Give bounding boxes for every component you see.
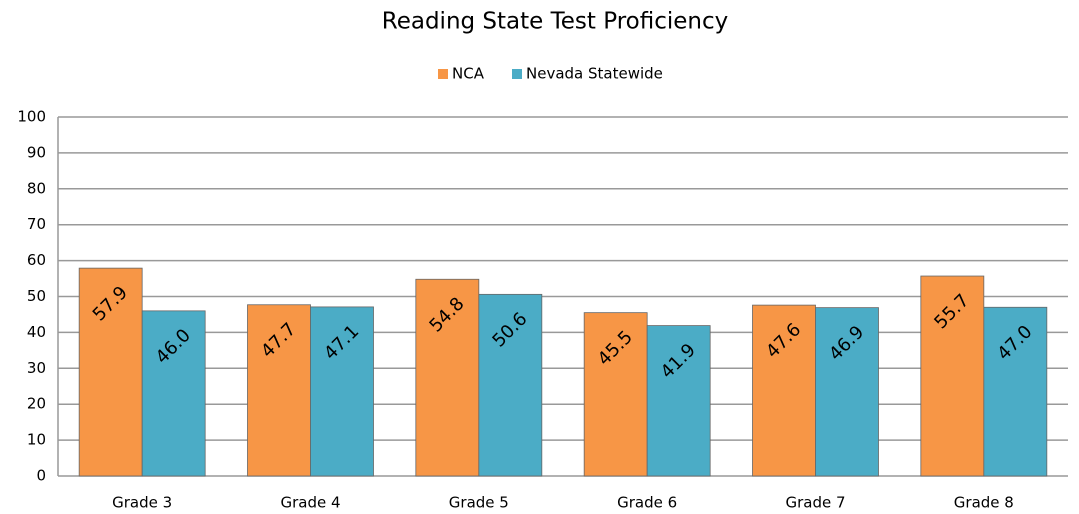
bar [646,325,711,477]
legend-swatch [512,69,522,79]
legend-swatch [438,69,448,79]
bar [78,267,143,477]
y-tick-label: 0 [36,467,46,485]
bar [310,306,374,477]
legend-label: Nevada Statewide [526,65,663,83]
x-tick-label: Grade 4 [280,494,340,512]
y-tick-label: 90 [27,143,46,161]
x-tick-label: Grade 8 [954,494,1014,512]
y-tick-label: 70 [27,215,46,233]
y-tick-label: 40 [27,323,46,341]
bar [920,275,985,477]
x-tick-label: Grade 6 [617,494,677,512]
y-tick-label: 20 [27,395,46,413]
x-tick-label: Grade 7 [785,494,845,512]
bar [141,310,206,477]
x-tick-label: Grade 5 [449,494,509,512]
chart-title: Reading State Test Proficiency [382,9,728,35]
y-tick-label: 10 [27,431,46,449]
bar [583,312,648,477]
bar [478,293,543,477]
x-tick-label: Grade 3 [112,494,172,512]
bar [752,304,816,477]
y-tick-label: 50 [27,287,46,305]
y-tick-label: 80 [27,179,46,197]
y-tick-label: 60 [27,251,46,269]
bar [247,304,311,477]
y-tick-label: 30 [27,359,46,377]
legend-label: NCA [452,65,485,83]
bar [815,307,879,477]
bar [983,306,1048,477]
y-tick-label: 100 [17,108,46,126]
